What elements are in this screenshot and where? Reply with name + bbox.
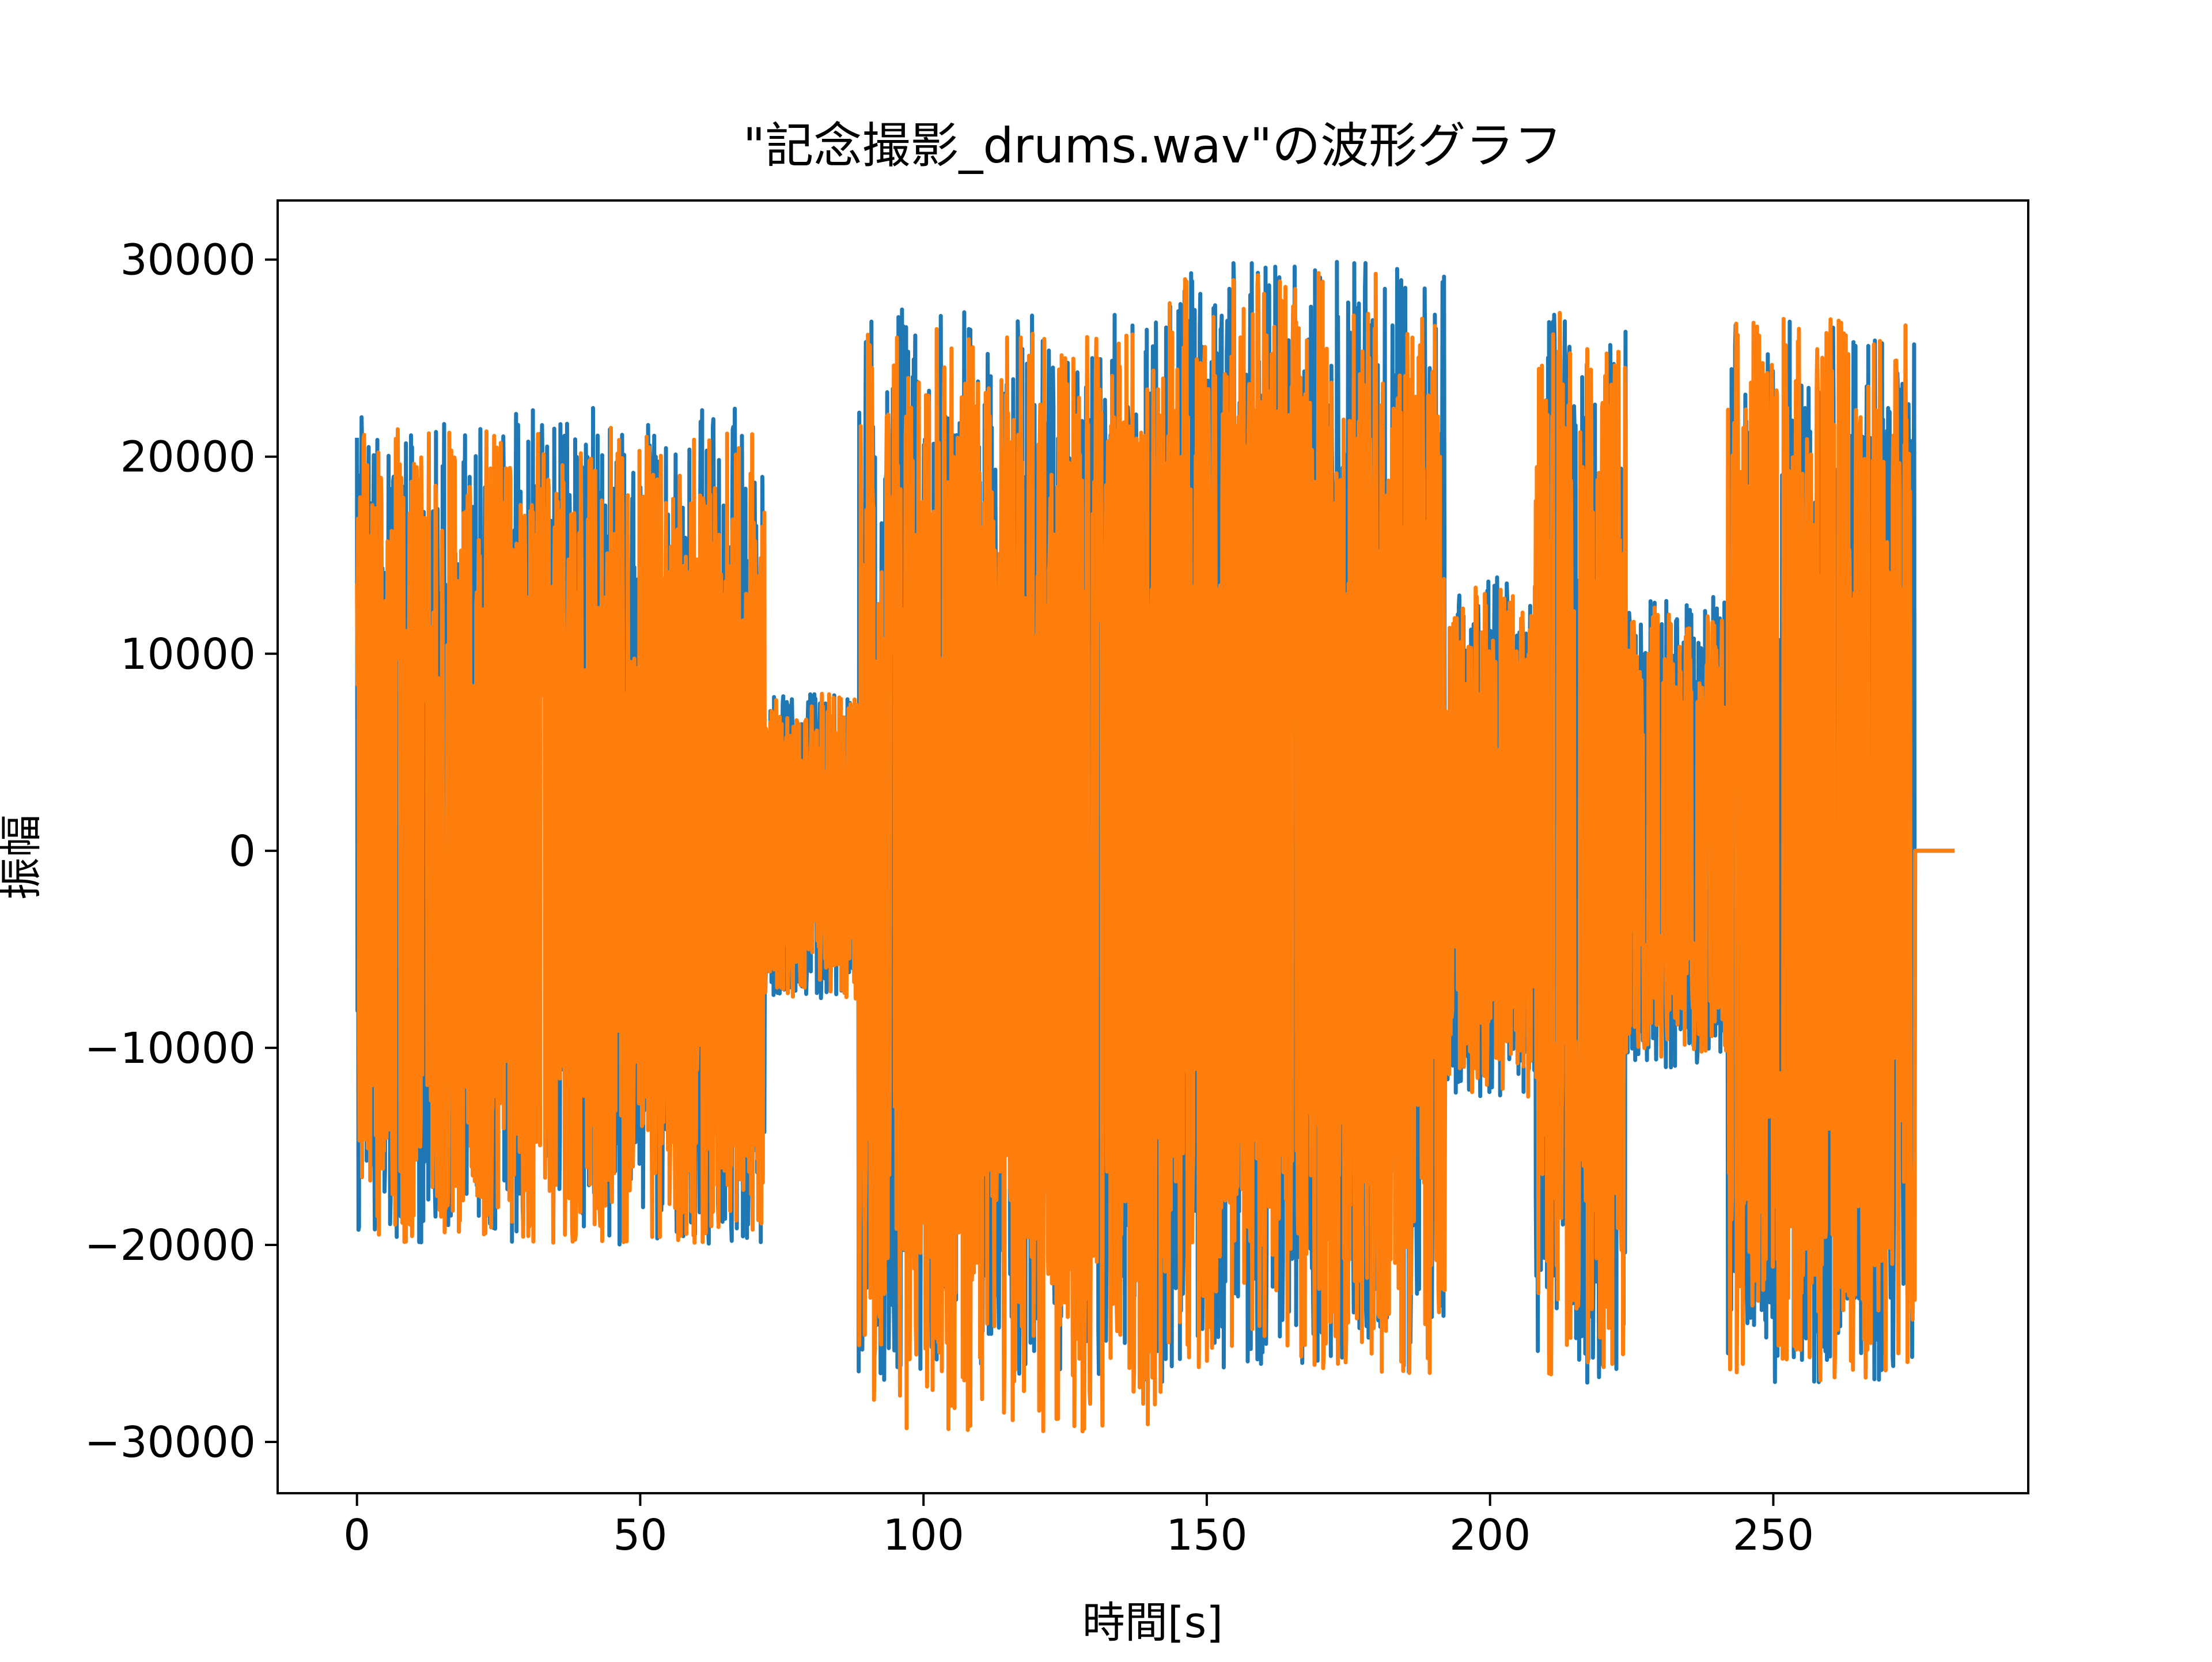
y-tick-label: 30000	[120, 236, 256, 285]
chart-title: "記念撮影_drums.wav"の波形グラフ	[743, 118, 1563, 174]
x-tick-label: 0	[343, 1510, 370, 1560]
x-tick-label: 200	[1449, 1510, 1531, 1560]
y-axis-label: 振幅	[0, 815, 46, 900]
x-tick-label: 100	[883, 1510, 964, 1560]
y-tick-label: 0	[229, 827, 256, 876]
series-layer	[355, 260, 1956, 1434]
y-tick-label: 10000	[120, 630, 256, 679]
x-tick-label: 150	[1166, 1510, 1247, 1560]
y-tick-label: −20000	[85, 1221, 256, 1270]
x-tick-label: 50	[613, 1510, 667, 1560]
x-tick-label: 250	[1733, 1510, 1814, 1560]
ticks-layer: 0 50 100 150 200 250 −30000 −20000 −10000 0 10000 2…	[85, 236, 1814, 1560]
y-tick-label: −30000	[85, 1418, 256, 1467]
x-axis-label: 時間[s]	[1082, 1598, 1223, 1648]
y-tick-label: −10000	[85, 1024, 256, 1073]
plot-frame	[276, 199, 2029, 1494]
y-tick-label: 20000	[120, 433, 256, 482]
series-line-2	[355, 271, 1956, 1434]
